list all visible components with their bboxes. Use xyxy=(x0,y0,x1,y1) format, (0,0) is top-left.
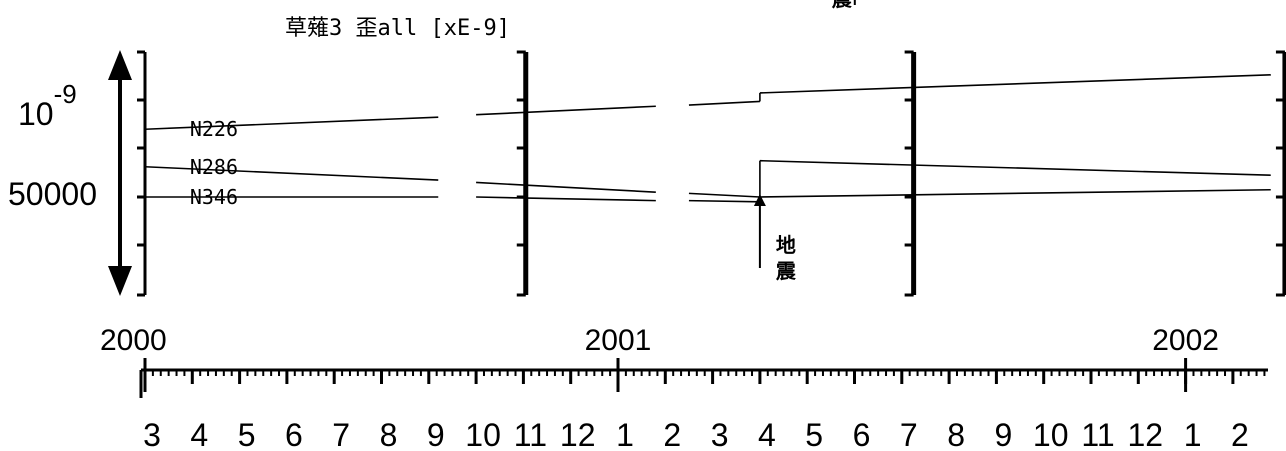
month-label: 3 xyxy=(143,417,161,451)
earthquake-label-2: 震 xyxy=(776,259,797,283)
series-line-segment xyxy=(476,181,656,193)
month-label: 4 xyxy=(758,417,776,451)
scale-top-label: 10 xyxy=(18,96,54,132)
month-label: 7 xyxy=(900,417,918,451)
year-label: 2002 xyxy=(1152,324,1219,357)
series-line-segment xyxy=(476,196,656,202)
series-line-segment xyxy=(759,188,1271,198)
month-label: 4 xyxy=(190,417,208,451)
month-label: 1 xyxy=(616,417,634,451)
series-line-segment xyxy=(759,73,1271,94)
month-label: 7 xyxy=(332,417,350,451)
series-line-segment xyxy=(688,199,760,203)
series-group xyxy=(144,73,1271,203)
earthquake-label-top-mark xyxy=(853,0,856,5)
series-line-segment xyxy=(144,165,439,181)
series-line-segment xyxy=(688,192,760,198)
earthquake-label-1: 地 xyxy=(776,233,796,257)
earthquake-label-top: 震 xyxy=(832,0,853,11)
scale-top-exponent: -9 xyxy=(54,79,77,109)
month-label: 11 xyxy=(1081,417,1114,451)
month-label: 12 xyxy=(1128,417,1164,451)
month-label: 6 xyxy=(853,417,871,451)
month-label: 1 xyxy=(1184,417,1202,451)
series-line-segment xyxy=(688,100,760,106)
bracket-group xyxy=(516,50,1286,297)
month-label: 2 xyxy=(1231,417,1249,451)
scale-bar: 10-9 50000 xyxy=(8,50,132,296)
left-frame xyxy=(137,50,147,297)
series-line-segment xyxy=(144,116,439,131)
month-label: 5 xyxy=(238,417,256,451)
month-label: 9 xyxy=(427,417,445,451)
month-label: 8 xyxy=(947,417,965,451)
series-line-segment xyxy=(759,159,1271,177)
series-label: N346 xyxy=(190,185,238,209)
year-label: 2000 xyxy=(100,324,167,357)
earthquake-arrow-head xyxy=(753,194,766,206)
svg-text:10-9: 10-9 xyxy=(18,79,77,132)
series-label: N226 xyxy=(190,117,238,141)
month-label: 9 xyxy=(995,417,1013,451)
series-line-segment xyxy=(476,105,656,116)
month-label: 6 xyxy=(285,417,303,451)
series-label: N286 xyxy=(190,155,238,179)
month-label: 10 xyxy=(465,417,501,451)
series-label-group: N226 N286 N346 xyxy=(190,117,238,209)
year-label: 2001 xyxy=(585,324,652,357)
month-label: 11 xyxy=(514,417,547,451)
month-label: 12 xyxy=(560,417,596,451)
month-label: 3 xyxy=(711,417,729,451)
month-label: 2 xyxy=(663,417,681,451)
event-marker-group: 地震震 xyxy=(753,0,856,283)
month-label: 8 xyxy=(380,417,398,451)
month-label: 5 xyxy=(805,417,823,451)
chart-title: 草薙3 歪all [xE-9] xyxy=(285,16,510,41)
month-label: 10 xyxy=(1033,417,1069,451)
scale-bottom-label: 50000 xyxy=(8,176,97,212)
